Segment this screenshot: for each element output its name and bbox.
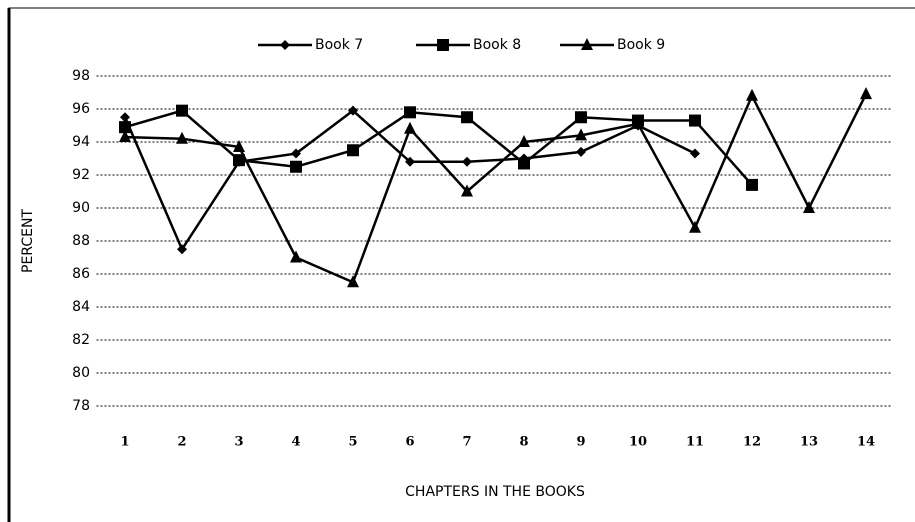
marker	[461, 184, 473, 197]
marker	[437, 39, 449, 51]
y-axis-title: PERCENT	[20, 209, 36, 273]
y-tick-label: 90	[72, 200, 90, 216]
x-tick-label: 3	[234, 435, 243, 450]
series-line	[124, 92, 868, 284]
marker	[404, 106, 416, 119]
marker	[576, 146, 586, 157]
marker	[518, 135, 530, 147]
legend-label: Book 8	[473, 37, 521, 53]
marker	[518, 157, 530, 170]
y-tick-label: 82	[72, 332, 90, 348]
marker	[746, 88, 758, 101]
marker	[290, 160, 302, 173]
marker	[689, 114, 701, 127]
y-tick-label: 84	[72, 299, 90, 315]
x-tick-label: 14	[857, 435, 875, 450]
legend-label: Book 9	[617, 37, 665, 53]
marker	[233, 154, 245, 167]
marker	[462, 156, 472, 167]
marker	[347, 275, 359, 288]
y-tick-label: 96	[72, 101, 90, 117]
marker	[746, 178, 758, 191]
marker	[233, 139, 245, 152]
x-tick-label: 6	[405, 435, 414, 450]
marker	[348, 105, 358, 116]
marker	[803, 201, 815, 213]
x-tick-label: 13	[800, 435, 818, 450]
marker	[280, 40, 290, 50]
x-tick-label: 8	[519, 435, 528, 450]
marker	[176, 104, 188, 117]
marker	[632, 116, 644, 129]
y-tick-label: 86	[72, 266, 90, 282]
legend: Book 7 Book 8 Book 9	[258, 37, 665, 53]
marker	[290, 250, 302, 263]
marker	[575, 111, 587, 124]
marker	[860, 87, 872, 100]
marker	[405, 156, 415, 167]
x-tick-label: 9	[576, 435, 585, 450]
y-tick-label: 88	[72, 233, 90, 249]
y-tick-label: 94	[72, 134, 90, 150]
marker	[177, 244, 187, 255]
series-line	[124, 109, 753, 186]
marker	[461, 111, 473, 124]
marker	[291, 148, 301, 159]
x-tick-label: 1	[120, 435, 129, 450]
marker	[690, 148, 700, 159]
x-tick-label: 5	[348, 435, 357, 450]
x-axis-title: CHAPTERS IN THE BOOKS	[405, 484, 585, 500]
marker	[575, 128, 587, 141]
marker	[689, 220, 701, 233]
marker	[347, 144, 359, 157]
x-tick-label: 2	[177, 435, 186, 450]
marker	[119, 121, 131, 134]
y-tick-label: 78	[72, 398, 90, 414]
legend-label: Book 7	[315, 37, 363, 53]
x-tick-label: 10	[629, 435, 647, 450]
x-tick-label: 4	[291, 435, 300, 450]
y-tick-label: 92	[72, 167, 90, 183]
marker	[404, 121, 416, 134]
marker	[581, 38, 593, 50]
marker	[119, 130, 131, 143]
marker	[176, 131, 188, 144]
x-tick-label: 12	[743, 435, 761, 450]
x-tick-label: 11	[686, 435, 704, 450]
x-tick-label: 7	[462, 435, 471, 450]
y-tick-label: 80	[72, 365, 90, 381]
marker	[120, 112, 130, 123]
y-tick-label: 98	[72, 68, 90, 84]
